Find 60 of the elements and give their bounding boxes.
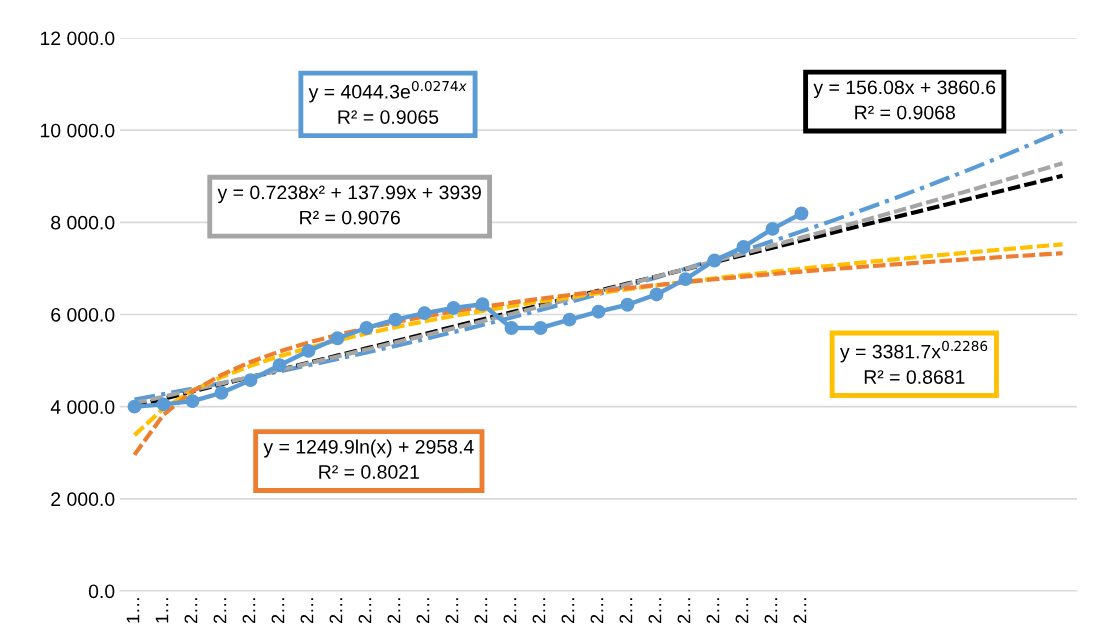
point — [678, 272, 693, 287]
point — [359, 321, 374, 335]
x-tick-label: 2… — [300, 598, 314, 624]
point — [504, 321, 519, 335]
x-tick-label: 2… — [474, 598, 488, 624]
x-tick-label: 2… — [271, 598, 285, 624]
text: y = 4044.3e$^{0.0274x}$ R² = 0.9065 — [308, 80, 467, 124]
x-tick-label: 2… — [677, 598, 691, 624]
point — [243, 373, 258, 388]
x-tick-label: 2… — [445, 598, 459, 624]
x-tick-label: 1… — [155, 598, 169, 623]
x-tick-label: 1… — [126, 598, 140, 623]
y-tick-label: 8 000.0 — [51, 215, 115, 230]
point — [649, 287, 664, 302]
point — [127, 399, 142, 414]
x-tick-label: 2… — [561, 598, 575, 624]
point — [417, 306, 432, 321]
x-tick-label: 2… — [213, 598, 227, 624]
y-tick-label: 6 000.0 — [51, 307, 115, 322]
annotation: y = 1249.9ln(x) + 2958.4 R² = 0.8021 — [263, 439, 474, 479]
point — [707, 253, 722, 268]
x-tick-label: 2… — [242, 598, 256, 624]
y-tick-label: 0.0 — [88, 584, 115, 599]
y-tick-label: 12 000.0 — [40, 31, 115, 46]
y-tick-label: 4 000.0 — [50, 400, 115, 414]
x-tick-label: 2… — [358, 598, 372, 624]
point — [301, 343, 316, 358]
x-tick-label: 2… — [416, 598, 430, 624]
y-tick-label: 10 000.0 — [40, 123, 115, 138]
point — [475, 297, 490, 312]
x-tick-label: 2… — [329, 598, 343, 624]
x-tick-label: 2… — [532, 598, 546, 624]
annotation: y = 0.7238x² + 137.99x + 3939 R² = 0.9076 — [217, 185, 481, 225]
point — [765, 221, 780, 236]
point — [156, 397, 171, 412]
point — [388, 312, 403, 327]
x-tick-label: 2… — [735, 598, 749, 624]
x-tick-label: 2… — [590, 598, 604, 624]
point — [330, 331, 345, 346]
point — [446, 301, 461, 315]
x-tick-label: 2… — [619, 598, 633, 624]
annotation: y = 156.08x + 3860.6 R² = 0.9068 — [813, 80, 996, 120]
point — [214, 385, 229, 400]
point — [533, 321, 548, 335]
x-tick-label: 2… — [387, 598, 401, 624]
x-tick-label: 2… — [648, 598, 662, 624]
point — [591, 304, 606, 319]
x-tick-label: 2… — [764, 598, 778, 624]
point — [272, 358, 287, 373]
x-tick-label: 2… — [706, 598, 720, 624]
x-tick-label: 2… — [503, 598, 517, 624]
text: y = 3381.7x$^{0.2286}$ R² = 0.8681 — [839, 340, 988, 384]
point — [562, 312, 577, 327]
x-tick-label: 2… — [793, 598, 807, 624]
y-tick-label: 2 000.0 — [51, 492, 115, 507]
point — [794, 206, 809, 221]
point — [620, 297, 635, 312]
point — [185, 394, 200, 409]
x-tick-label: 2… — [184, 598, 198, 624]
point — [736, 240, 751, 254]
